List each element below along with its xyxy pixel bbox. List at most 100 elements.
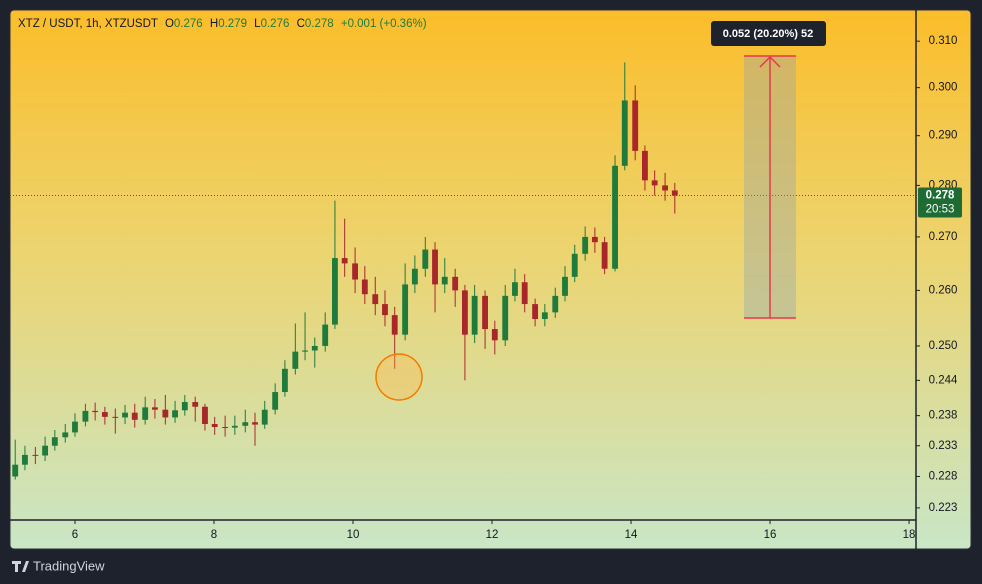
legend-close: 0.278	[305, 18, 334, 30]
candle-body	[601, 242, 608, 269]
candle-body	[471, 295, 478, 335]
candle-body	[51, 437, 58, 446]
y-tick-label: 0.244	[929, 374, 958, 386]
candle-body	[151, 407, 158, 410]
candle-body	[512, 282, 518, 296]
candle-body	[521, 282, 528, 305]
candle-body	[42, 445, 49, 456]
candle-body	[671, 190, 678, 196]
legend: XTZ / USDT, 1h, XTZUSDT O0.276 H0.279 L0…	[18, 18, 427, 30]
candle-body	[12, 464, 19, 477]
candle-body	[131, 412, 138, 420]
legend-change: +0.001 (+0.36%)	[341, 18, 427, 30]
brand: TradingView	[12, 558, 105, 573]
candle-body	[92, 410, 99, 413]
candle-body	[112, 416, 119, 418]
candle-body	[642, 150, 648, 181]
legend-open: 0.276	[174, 18, 203, 30]
candle-body	[411, 268, 418, 285]
candle-body	[311, 345, 318, 351]
candle-body	[541, 312, 548, 320]
chart-panel	[9, 9, 972, 550]
candle-body	[461, 290, 468, 335]
candle-body	[662, 185, 669, 191]
candle-body	[502, 295, 509, 341]
candle-body	[142, 407, 149, 420]
candle-body	[101, 412, 108, 417]
candle-body	[591, 236, 598, 243]
candle-body	[402, 284, 409, 335]
x-tick-label: 12	[486, 529, 499, 541]
brand-logo	[12, 561, 29, 572]
x-tick-label: 8	[211, 529, 217, 541]
candle-body	[22, 454, 28, 465]
legend-low-label: L	[254, 18, 261, 30]
candle-body	[122, 412, 128, 418]
legend-symbol: XTZ / USDT, 1h, XTZUSDT	[18, 18, 158, 30]
legend-close-label: C	[297, 18, 305, 30]
measure-label: 0.052 (20.20%) 52	[723, 28, 814, 40]
legend-open-label: O	[165, 18, 174, 30]
y-tick-label: 0.238	[929, 410, 958, 422]
price-tag-countdown: 20:53	[926, 204, 955, 216]
y-tick-label: 0.223	[929, 502, 958, 514]
candle-body	[361, 279, 368, 295]
y-tick-label: 0.260	[929, 284, 958, 296]
candle-body	[332, 258, 338, 325]
plot	[10, 62, 916, 480]
candle-body	[302, 350, 308, 352]
candle-body	[441, 276, 448, 285]
candle-body	[372, 294, 379, 305]
candle-body	[482, 295, 488, 330]
candle-body	[162, 409, 169, 418]
candle-body	[272, 392, 279, 410]
candle-body	[532, 304, 539, 320]
candle-body	[172, 410, 178, 418]
candle-body	[612, 165, 618, 269]
candle-body	[192, 402, 199, 407]
x-tick-label: 18	[903, 529, 916, 541]
candle-body	[181, 402, 188, 411]
price-tag-value: 0.278	[926, 190, 955, 202]
candle-body	[82, 410, 89, 422]
measure-label-box	[711, 21, 826, 46]
legend-high-label: H	[210, 18, 218, 30]
legend-high: 0.279	[218, 18, 247, 30]
candle-body	[261, 409, 268, 425]
candle-body	[211, 424, 218, 428]
price-tag	[918, 187, 962, 218]
y-tick-label: 0.310	[929, 35, 958, 47]
candle-body	[281, 368, 288, 393]
candle-body	[382, 304, 388, 316]
candle-body	[32, 454, 39, 456]
candle-body	[242, 422, 249, 426]
candle-body	[322, 324, 329, 346]
highlight-circle	[375, 353, 423, 401]
candle-body	[452, 276, 459, 291]
candle-body	[62, 432, 69, 438]
x-tick-label: 6	[72, 529, 78, 541]
candle-body	[422, 249, 429, 269]
candle-body	[571, 253, 578, 277]
candle-body	[292, 351, 299, 369]
x-tick-label: 10	[347, 529, 360, 541]
x-tick-label: 14	[625, 529, 638, 541]
y-tick-label: 0.270	[929, 231, 958, 243]
candle-body	[621, 100, 628, 166]
candle-body	[552, 295, 559, 313]
y-tick-label: 0.290	[929, 130, 958, 142]
candle-body	[202, 406, 208, 425]
y-tick-label: 0.233	[929, 440, 958, 452]
candle-body	[72, 421, 78, 433]
legend-low: 0.276	[261, 18, 290, 30]
y-tick-label: 0.228	[929, 470, 958, 482]
candle-body	[582, 236, 589, 254]
candle-body	[231, 425, 238, 428]
candle-body	[562, 276, 568, 296]
y-tick-label: 0.250	[929, 340, 958, 352]
candle-body	[632, 100, 639, 151]
brand-name: TradingView	[33, 558, 105, 573]
candle-body	[252, 422, 258, 425]
